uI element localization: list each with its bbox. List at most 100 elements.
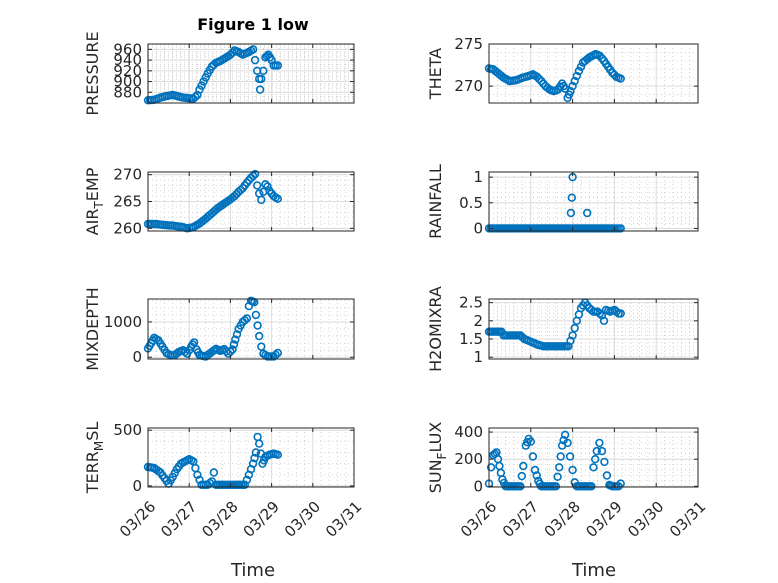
data-point: [528, 452, 538, 461]
data-point: [231, 335, 240, 344]
axes-background: [489, 428, 698, 487]
data-point: [191, 92, 200, 102]
y-axis-label-subscript: F: [435, 452, 449, 459]
data-point: [261, 180, 270, 189]
data-point: [242, 314, 252, 323]
data-point: [595, 309, 604, 318]
y-axis-label-tail: EMP: [83, 167, 102, 201]
y-axis-label: AIRTEMP: [83, 167, 106, 235]
y-axis-label-main: RAINFALL: [426, 164, 445, 239]
data-point: [551, 482, 561, 491]
y-tick-label: 270: [113, 166, 142, 184]
data-point: [180, 347, 190, 357]
data-point: [232, 330, 242, 339]
axes-box: [488, 171, 699, 232]
data-series: [143, 432, 282, 489]
data-point: [248, 45, 258, 54]
data-point: [253, 181, 262, 190]
data-point: [589, 463, 598, 472]
data-point: [201, 73, 210, 82]
data-point: [600, 457, 609, 467]
subplot-h2omixra: 11.522.5 H2OMIXRA: [426, 286, 699, 372]
y-axis-label: TERRMSL: [83, 422, 106, 495]
data-point: [251, 310, 261, 320]
data-series: [143, 45, 282, 105]
data-point: [568, 81, 577, 91]
y-tick-label: 1: [473, 348, 483, 366]
x-axis-label-right: Time: [571, 560, 616, 581]
data-point: [519, 461, 528, 471]
data-point: [273, 450, 282, 459]
data-point: [486, 463, 496, 472]
y-tick-label: 1.5: [459, 330, 483, 348]
data-point: [570, 323, 579, 333]
y-tick-label: 2: [473, 312, 483, 330]
data-point: [574, 66, 584, 76]
data-point: [257, 195, 266, 205]
data-point: [597, 446, 607, 456]
y-tick-label: 0: [132, 348, 142, 366]
data-point: [595, 438, 604, 448]
y-axis-label: PRESSURE: [83, 31, 102, 115]
data-point: [259, 66, 268, 76]
data-point: [616, 74, 625, 83]
data-point: [193, 470, 202, 479]
data-point: [570, 76, 579, 86]
y-tick-label: 0: [132, 477, 142, 495]
data-point: [263, 182, 272, 191]
y-tick-label: 500: [113, 421, 142, 439]
data-point: [582, 208, 592, 218]
data-point: [189, 338, 199, 347]
data-point: [554, 463, 564, 472]
data-point: [251, 448, 261, 457]
data-series: [143, 296, 282, 361]
y-axis-label-main: TERR: [83, 451, 102, 494]
data-point: [250, 169, 260, 179]
y-axis-label-subscript: T: [92, 201, 106, 210]
x-axis-label-left: Time: [230, 560, 275, 581]
subplot-rainfall: 0 0.5 1 RAINFALL: [426, 164, 699, 239]
data-point: [248, 171, 258, 181]
data-point: [565, 452, 575, 461]
data-point: [530, 465, 540, 475]
data-series: [143, 169, 282, 233]
y-tick-label: 960: [113, 40, 142, 58]
data-point: [224, 349, 233, 358]
y-axis-label-tail: SL: [83, 422, 102, 441]
data-point: [240, 316, 250, 325]
y-axis-label-main: H2OMIXRA: [426, 286, 445, 372]
y-tick-label: 265: [113, 193, 142, 211]
y-tick-label: 0.5: [459, 194, 483, 212]
data-point: [568, 331, 577, 340]
y-tick-label: 200: [454, 450, 483, 468]
data-point: [240, 480, 250, 489]
data-point: [516, 482, 525, 491]
y-axis-label-main: THETA: [426, 48, 445, 100]
data-point: [228, 345, 237, 354]
data-point: [257, 342, 266, 351]
data-series: [484, 430, 625, 491]
data-point: [199, 77, 208, 86]
y-tick-label: 0: [473, 477, 483, 495]
data-point: [568, 465, 577, 475]
data-point: [236, 185, 245, 195]
data-point: [195, 475, 204, 484]
y-axis-label-main: PRESSURE: [83, 31, 102, 115]
data-point: [532, 72, 542, 82]
data-point: [566, 208, 576, 218]
y-tick-label: 2.5: [459, 294, 483, 312]
data-point: [250, 55, 260, 65]
y-axis-label: RAINFALL: [426, 164, 445, 239]
data-point: [209, 468, 219, 477]
data-point: [560, 430, 570, 439]
data-point: [576, 62, 586, 72]
y-tick-label: 880: [113, 83, 142, 101]
data-point: [526, 437, 535, 446]
data-point: [273, 61, 282, 70]
data-point: [553, 472, 562, 481]
data-series: [484, 172, 625, 233]
y-axis-label: THETA: [426, 48, 445, 100]
